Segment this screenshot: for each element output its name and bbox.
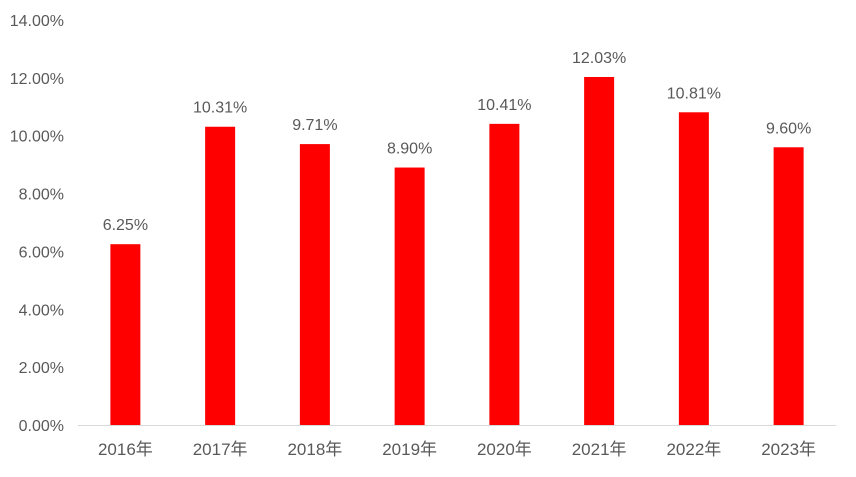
x-tick-label: 2016年	[98, 440, 153, 459]
y-tick-label: 14.00%	[10, 13, 64, 30]
data-label: 10.81%	[667, 85, 721, 102]
x-tick-label: 2019年	[382, 440, 437, 459]
x-tick-label: 2021年	[572, 440, 627, 459]
y-tick-label: 8.00%	[19, 187, 64, 204]
y-tick-label: 6.00%	[19, 244, 64, 261]
data-label: 12.03%	[572, 50, 626, 67]
data-label: 8.90%	[387, 141, 432, 158]
bar	[773, 147, 804, 426]
bar	[489, 123, 520, 425]
y-tick-label: 12.00%	[10, 71, 64, 88]
data-label: 10.31%	[193, 100, 247, 117]
data-labels-group: 6.25% 10.31% 9.71% 8.90% 10.41% 12.03% 10.81% 9…	[103, 50, 812, 234]
x-tick-label: 2020年	[477, 440, 532, 459]
y-tick-label: 2.00%	[19, 360, 64, 377]
x-axis: 2016年 2017年 2018年 2019年 2020年 2021年 2022年 2023年	[98, 440, 816, 459]
bar	[110, 244, 141, 425]
bar	[299, 144, 330, 425]
y-axis: 0.00% 2.00% 4.00% 6.00% 8.00% 10.00% 12.00% 14.…	[10, 13, 64, 435]
x-tick-label: 2018年	[287, 440, 342, 459]
bar	[678, 112, 709, 426]
y-tick-label: 4.00%	[19, 302, 64, 319]
x-tick-label: 2023年	[761, 440, 816, 459]
bar	[205, 126, 236, 425]
data-label: 9.60%	[766, 120, 811, 137]
bar	[584, 76, 615, 425]
data-label: 9.71%	[292, 117, 337, 134]
x-tick-label: 2017年	[193, 440, 248, 459]
data-label: 10.41%	[477, 97, 531, 114]
bar	[394, 167, 425, 426]
y-tick-label: 0.00%	[19, 418, 64, 435]
data-label: 6.25%	[103, 217, 148, 234]
y-tick-label: 10.00%	[10, 129, 64, 146]
bars-group	[110, 76, 804, 426]
x-tick-label: 2022年	[666, 440, 721, 459]
